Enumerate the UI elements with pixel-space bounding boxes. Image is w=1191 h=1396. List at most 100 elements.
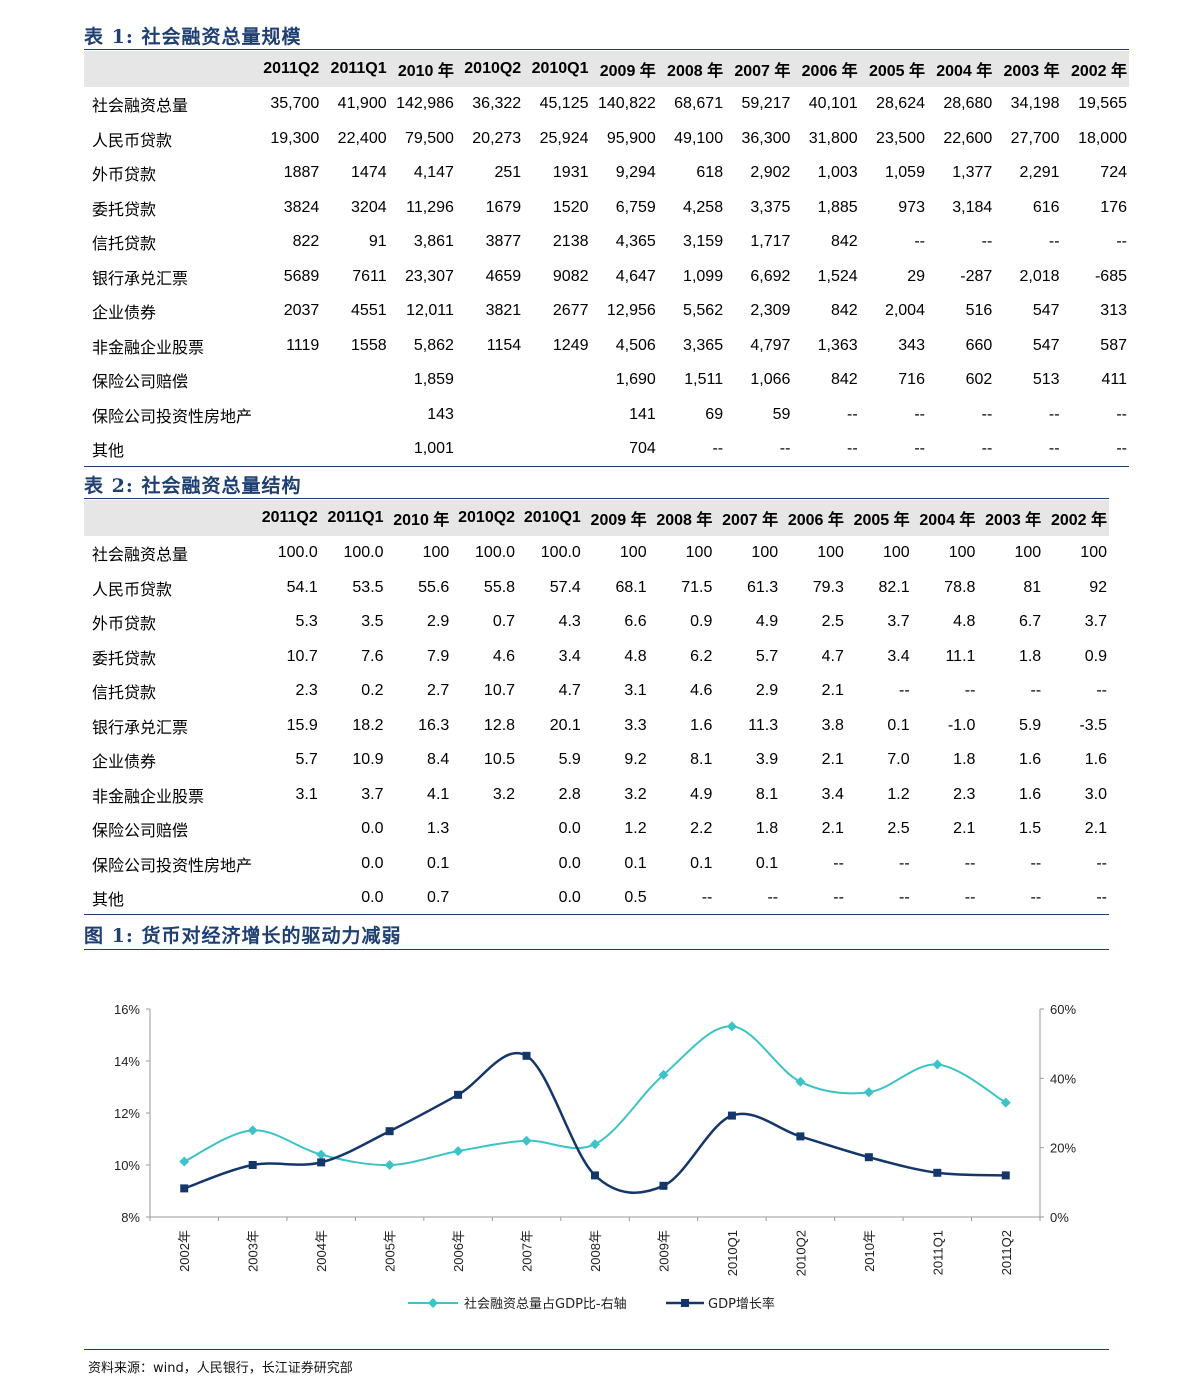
table-cell: 10.5 [483, 751, 516, 769]
table-cell: 7.0 [887, 751, 910, 769]
table-cell: 1,099 [683, 267, 724, 285]
table-cell: 0.1 [887, 716, 910, 734]
table-cell: -- [1048, 440, 1060, 458]
table-cell: 2037 [283, 302, 320, 320]
table-cell: 100 [882, 544, 910, 562]
table-cell: 0.7 [427, 889, 450, 907]
row-label: 委托贷款 [92, 650, 157, 668]
x-tick-label: 2002年 [177, 1230, 192, 1272]
table-cell: 55.6 [418, 578, 450, 596]
table-cell: 100.0 [475, 544, 516, 562]
table-cell: 4.9 [690, 785, 713, 803]
left-tick-label: 14% [114, 1054, 140, 1069]
table-cell: 2.3 [953, 785, 976, 803]
table1-corner-cell [84, 51, 255, 87]
table-cell: 4.1 [427, 785, 450, 803]
series-1-point [795, 1076, 806, 1087]
table-cell: 25,924 [539, 129, 589, 147]
table-cell: 100 [1080, 544, 1107, 562]
x-tick-label: 2003年 [246, 1230, 261, 1272]
table1: 2011Q2 2011Q1 2010 年 2010Q2 2010Q1 2009 年 2008… [84, 51, 1129, 467]
table-cell: 4.9 [755, 613, 779, 631]
table-cell: 3877 [485, 233, 522, 251]
series-1-point [863, 1087, 874, 1098]
table-cell: 973 [898, 198, 925, 216]
row-label: 企业债券 [92, 305, 157, 323]
table-row: 信托贷款 2.3 0.2 2.7 10.7 4.7 3.1 4.6 2.9 2.1 -- -- -- -- [84, 674, 1109, 709]
table-cell: 7611 [352, 267, 387, 285]
table-cell: 1,885 [817, 198, 858, 216]
table-cell: 0.2 [361, 682, 384, 700]
table-cell: -- [914, 405, 925, 423]
table-cell: 15.9 [286, 716, 318, 734]
table-cell: 3.3 [624, 716, 647, 734]
row-label: 委托贷款 [92, 201, 157, 219]
table-cell: 2.1 [821, 682, 844, 700]
series-2-point [454, 1090, 463, 1099]
table-cell: 35,700 [270, 95, 320, 113]
series-1-point [726, 1021, 737, 1032]
table-cell: 9,294 [615, 164, 656, 182]
table-cell: -- [914, 440, 925, 458]
column-header: 2010Q1 [517, 500, 583, 536]
right-tick-label: 20% [1050, 1141, 1076, 1156]
table-cell: 1.2 [624, 820, 647, 838]
table-cell: 3.5 [361, 613, 384, 631]
column-header: 2011Q1 [321, 51, 389, 87]
series-2-point [933, 1168, 942, 1177]
table-cell: 68,671 [674, 95, 724, 113]
table-cell: 4.6 [690, 682, 713, 700]
x-tick-label: 2010Q2 [793, 1230, 808, 1276]
table-cell: 2.7 [427, 682, 450, 700]
table-cell: 716 [898, 371, 925, 389]
table-cell: 3,861 [413, 233, 454, 251]
table-cell: -- [833, 889, 844, 907]
table-cell: 3,365 [683, 336, 724, 354]
series-1-point [316, 1149, 327, 1160]
table-cell: 49,100 [674, 129, 724, 147]
row-label: 保险公司赔偿 [92, 374, 189, 392]
table-cell: 100 [685, 544, 713, 562]
column-header: 2006 年 [792, 51, 860, 87]
table-cell: 1249 [552, 336, 589, 354]
series-2-point [317, 1158, 326, 1167]
table-cell: 3821 [485, 302, 522, 320]
row-label: 非金融企业股票 [92, 339, 205, 357]
column-header: 2010 年 [388, 51, 456, 87]
row-label: 其他 [92, 443, 125, 461]
row-label: 社会融资总量 [92, 98, 189, 116]
table-cell: 29 [907, 267, 925, 285]
table-cell: 0.1 [755, 854, 779, 872]
table-cell: -- [767, 889, 779, 907]
table-cell [254, 398, 321, 433]
table-cell: 9082 [552, 267, 589, 285]
table-cell [254, 812, 320, 847]
table-cell: -- [1096, 889, 1107, 907]
column-header: 2008 年 [648, 500, 715, 536]
table-cell: 2677 [552, 302, 589, 320]
source-rule [84, 1349, 1109, 1350]
table-cell: -685 [1094, 267, 1127, 285]
table-cell: 59,217 [741, 95, 791, 113]
table-cell: 2,309 [750, 302, 791, 320]
table-cell [254, 847, 320, 882]
table-cell: 31,800 [808, 129, 858, 147]
table-row: 委托贷款 3824 3204 11,296 1679 1520 6,759 4,258 3,37… [84, 191, 1129, 226]
table-cell: -- [712, 440, 724, 458]
table-cell: 81 [1023, 578, 1042, 596]
table-cell: -- [1116, 405, 1127, 423]
table-cell [254, 363, 321, 398]
table-cell: -- [981, 405, 993, 423]
table-cell: 82.1 [878, 578, 910, 596]
table-cell: 547 [1032, 302, 1060, 320]
column-header: 2002 年 [1061, 51, 1129, 87]
table-cell: 5.9 [1018, 716, 1042, 734]
table-cell: 78.8 [944, 578, 976, 596]
table-row: 委托贷款 10.7 7.6 7.9 4.6 3.4 4.8 6.2 5.7 4.7 3.4 11.1 1… [84, 640, 1109, 675]
series-1-point [247, 1125, 258, 1136]
table-cell: 5,562 [683, 302, 724, 320]
column-header: 2005 年 [859, 51, 927, 87]
row-label: 银行承兑汇票 [92, 719, 189, 737]
table-cell: 0.1 [690, 854, 713, 872]
table-cell [321, 363, 388, 398]
